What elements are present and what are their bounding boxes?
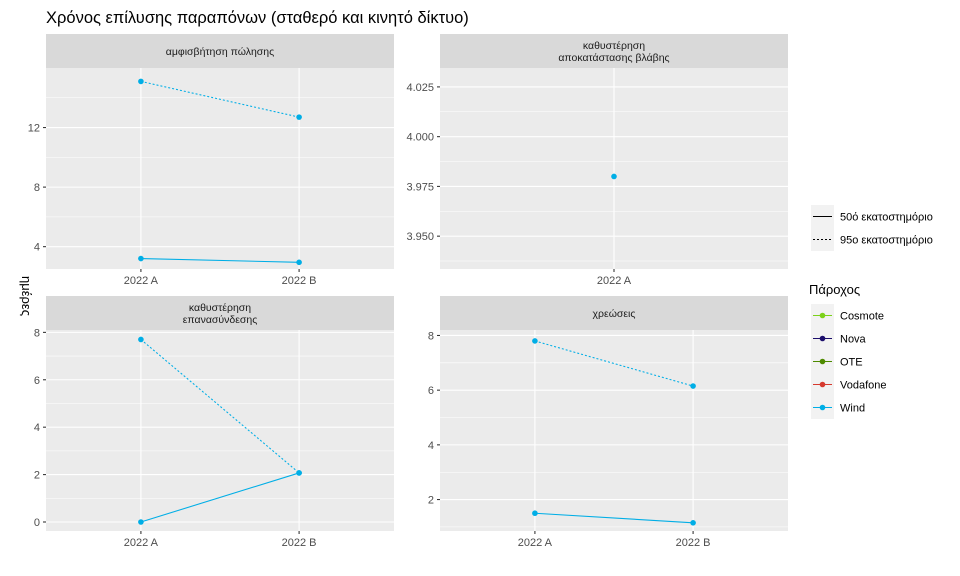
series-line — [534, 512, 694, 524]
x-tick-label: 2022 B — [676, 537, 711, 549]
legend-label: Nova — [840, 334, 867, 346]
facet-panel: χρεώσεις 2 4 6 8 2022 A 2022 B — [428, 296, 788, 549]
data-point — [690, 519, 696, 526]
facet-strip — [440, 34, 788, 68]
legend-label: 95ο εκατοστημόριο — [840, 235, 933, 247]
x-tick-label: 2022 B — [282, 537, 317, 549]
y-tick-label: 4 — [34, 242, 40, 254]
y-tick-label: 4.025 — [406, 82, 434, 94]
legend: 50ό εκατοστημόριο 95ο εκατοστημόριο Πάροχο… — [809, 205, 933, 419]
y-tick-label: 8 — [34, 182, 40, 194]
facet-strip-label: καθυστέρηση — [189, 302, 251, 314]
data-point — [296, 259, 302, 266]
legend-point-swatch — [819, 335, 826, 342]
facet-strip — [440, 296, 788, 330]
y-tick-label: 12 — [28, 123, 40, 135]
legend-label: Vodafone — [840, 380, 887, 392]
facet-panel: αμφισβήτηση πώλησης 4 8 12 2022 A 2022 B — [28, 34, 394, 287]
series-line — [140, 258, 300, 263]
data-point — [296, 114, 302, 120]
y-tick-label: 4 — [34, 422, 40, 434]
data-point — [138, 255, 144, 262]
legend-label: OTE — [840, 357, 863, 369]
x-tick-label: 2022 A — [597, 275, 632, 287]
series-line — [140, 339, 300, 474]
y-tick-label: 8 — [428, 330, 434, 342]
legend-label: 50ό εκατοστημόριο — [840, 212, 933, 224]
y-tick-label: 0 — [34, 517, 40, 529]
legend-label: Cosmote — [840, 311, 884, 323]
legend-label: Wind — [840, 403, 865, 415]
legend-point-swatch — [819, 358, 826, 365]
facet-strip-label: καθυστέρηση — [583, 40, 645, 52]
data-point — [138, 336, 144, 343]
y-tick-label: 3.975 — [406, 181, 434, 193]
y-tick-label: 4 — [428, 440, 434, 452]
data-point — [138, 78, 144, 85]
plot-area — [46, 68, 394, 269]
y-tick-label: 8 — [34, 327, 40, 339]
facet-strip-label: αμφισβήτηση πώλησης — [166, 46, 274, 58]
y-tick-label: 3.950 — [406, 231, 434, 243]
series-line — [534, 340, 694, 387]
legend-point-swatch — [819, 404, 826, 411]
x-tick-label: 2022 A — [124, 537, 159, 549]
data-point — [532, 338, 538, 344]
x-tick-label: 2022 B — [282, 275, 317, 287]
y-tick-label: 2 — [34, 470, 40, 482]
y-tick-label: 6 — [428, 385, 434, 397]
legend-point-swatch — [819, 312, 826, 319]
data-point — [138, 519, 144, 525]
x-tick-label: 2022 A — [124, 275, 159, 287]
x-tick-label: 2022 A — [518, 537, 553, 549]
facet-strip-label: αποκατάστασης βλάβης — [558, 52, 669, 64]
data-point — [532, 510, 538, 517]
y-axis-title: ημέρες — [19, 276, 34, 316]
series-line — [140, 80, 300, 118]
plot-area — [440, 330, 788, 531]
legend-point-swatch — [819, 381, 826, 388]
chart-title: Χρόνος επίλυσης παραπόνων (σταθερό και κ… — [46, 9, 469, 27]
facet-strip — [46, 34, 394, 68]
series-line — [140, 472, 300, 523]
plot-area — [46, 330, 394, 531]
y-tick-label: 6 — [34, 375, 40, 387]
data-point — [611, 173, 617, 180]
y-tick-label: 2 — [428, 495, 434, 507]
data-point — [690, 383, 696, 389]
y-tick-label: 4.000 — [406, 132, 434, 144]
legend-title: Πάροχος — [809, 282, 860, 297]
facet-strip-label: επανασύνδεσης — [183, 314, 258, 326]
facet-strip-label: χρεώσεις — [593, 308, 636, 320]
data-point — [296, 470, 302, 476]
facet-strip — [46, 296, 394, 330]
